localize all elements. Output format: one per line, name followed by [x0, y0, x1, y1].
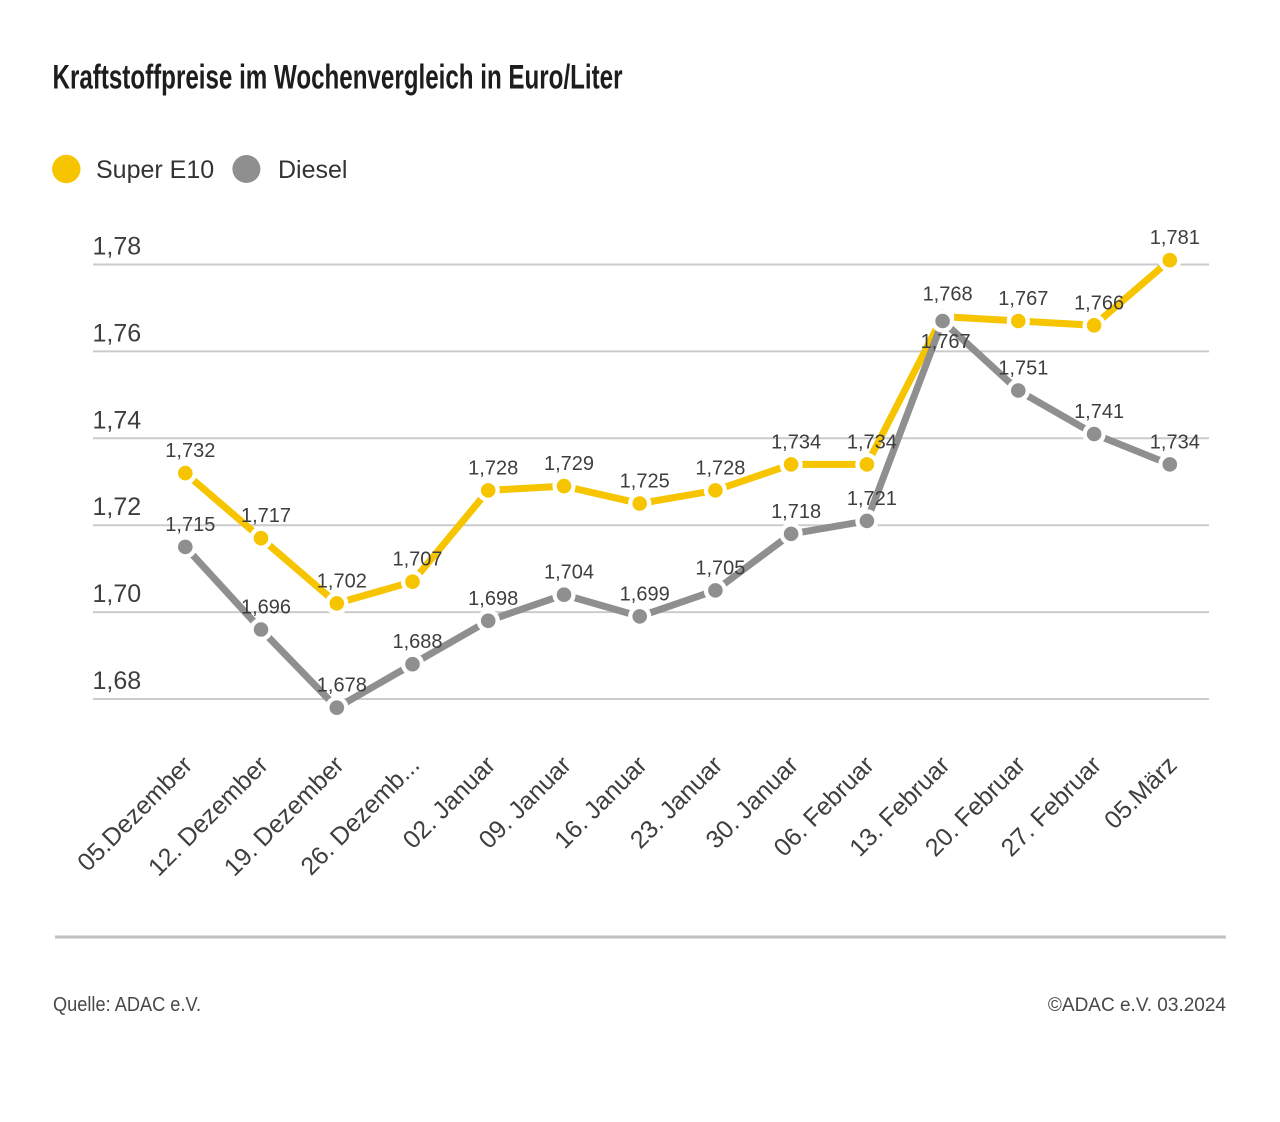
svg-text:1,781: 1,781	[1150, 227, 1200, 249]
svg-text:Super E10: Super E10	[96, 156, 214, 184]
svg-text:Kraftstoffpreise im Wochenverg: Kraftstoffpreise im Wochenvergleich in E…	[53, 59, 623, 97]
svg-text:1,715: 1,715	[165, 514, 215, 536]
svg-text:1,734: 1,734	[771, 431, 821, 453]
svg-text:1,705: 1,705	[695, 557, 745, 579]
svg-text:1,767: 1,767	[998, 288, 1048, 310]
svg-text:1,72: 1,72	[93, 493, 142, 521]
svg-text:1,721: 1,721	[847, 488, 897, 510]
svg-text:1,741: 1,741	[1074, 401, 1124, 423]
svg-text:1,728: 1,728	[695, 457, 745, 479]
svg-text:1,688: 1,688	[392, 631, 442, 653]
svg-text:1,707: 1,707	[392, 549, 442, 571]
svg-text:1,725: 1,725	[620, 471, 670, 493]
svg-text:1,698: 1,698	[468, 588, 518, 610]
svg-text:1,751: 1,751	[998, 358, 1048, 380]
svg-text:1,704: 1,704	[544, 562, 594, 584]
svg-text:1,702: 1,702	[317, 570, 367, 592]
svg-text:1,767: 1,767	[921, 331, 971, 353]
svg-text:Quelle: ADAC e.V.: Quelle: ADAC e.V.	[53, 994, 201, 1016]
svg-text:1,734: 1,734	[1150, 431, 1200, 453]
svg-text:1,717: 1,717	[241, 505, 291, 527]
svg-text:1,734: 1,734	[847, 431, 897, 453]
svg-text:1,699: 1,699	[620, 583, 670, 605]
svg-text:1,68: 1,68	[93, 667, 142, 695]
svg-text:1,718: 1,718	[771, 501, 821, 523]
svg-text:1,729: 1,729	[544, 453, 594, 475]
svg-text:1,728: 1,728	[468, 457, 518, 479]
svg-text:©ADAC e.V. 03.2024: ©ADAC e.V. 03.2024	[1048, 995, 1227, 1016]
svg-text:1,696: 1,696	[241, 597, 291, 619]
svg-text:1,78: 1,78	[93, 233, 142, 261]
svg-text:1,732: 1,732	[165, 440, 215, 462]
svg-text:1,74: 1,74	[93, 406, 142, 434]
svg-text:Diesel: Diesel	[278, 156, 347, 184]
svg-text:1,766: 1,766	[1074, 292, 1124, 314]
svg-text:1,70: 1,70	[93, 580, 142, 608]
svg-text:1,678: 1,678	[317, 675, 367, 697]
svg-text:1,76: 1,76	[93, 319, 142, 347]
svg-text:1,768: 1,768	[923, 284, 973, 306]
